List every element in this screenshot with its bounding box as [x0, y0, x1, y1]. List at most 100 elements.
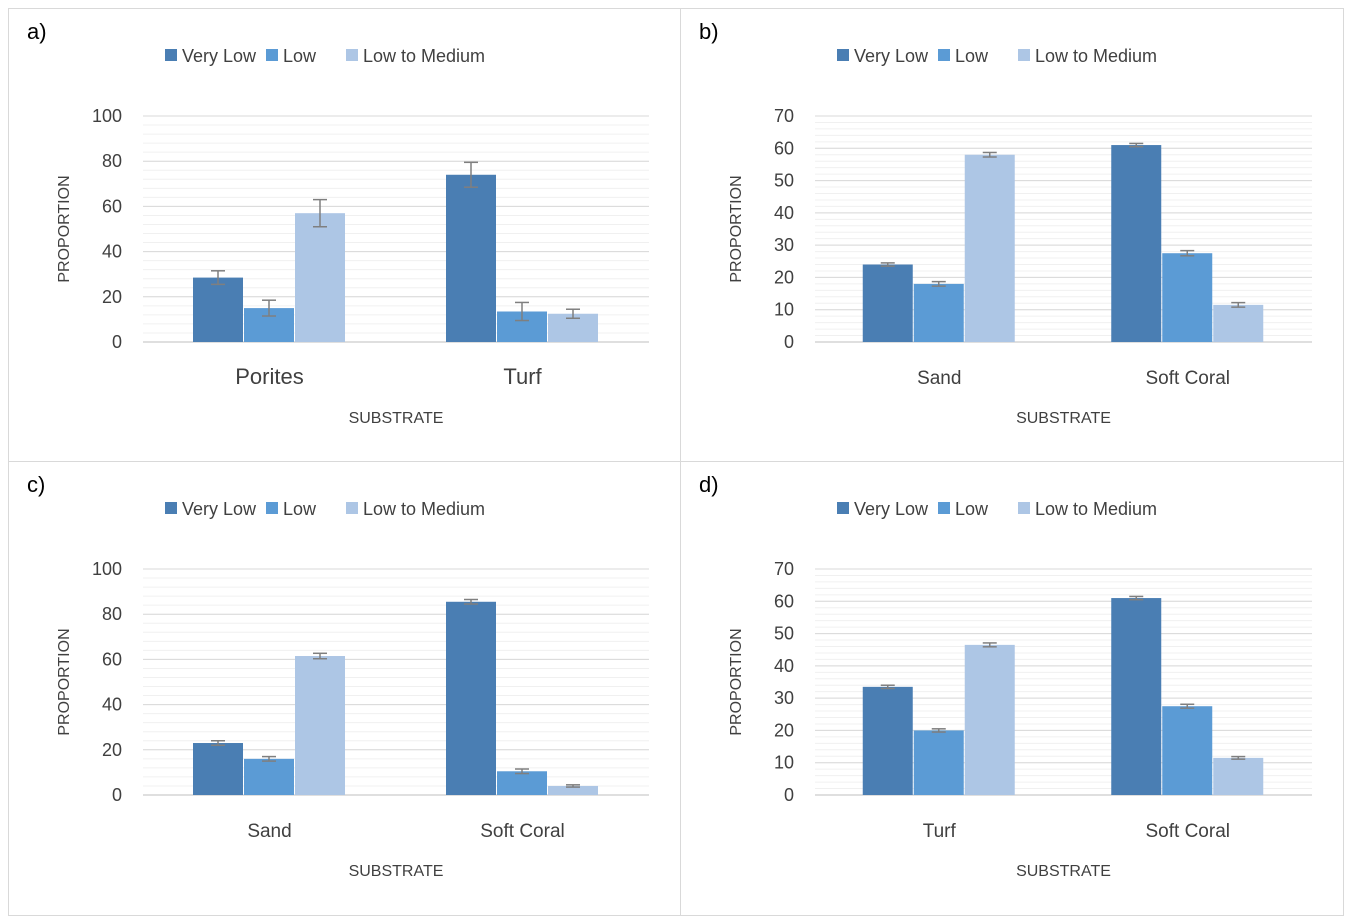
x-axis-title: SUBSTRATE — [349, 863, 444, 880]
bars — [862, 142, 1264, 342]
y-tick-label: 40 — [102, 242, 122, 262]
y-axis-title: PROPORTION — [728, 175, 745, 282]
y-axis: 0 20 40 60 80 100 — [92, 559, 122, 805]
legend-swatch — [266, 502, 278, 514]
legend-label: Low — [955, 499, 989, 519]
bar-low-soft-coral — [497, 771, 547, 795]
bars — [862, 595, 1264, 795]
y-tick-label: 60 — [774, 138, 794, 158]
legend-label: Low to Medium — [1035, 46, 1157, 66]
error-bar — [982, 642, 997, 648]
legend-swatch — [346, 502, 358, 514]
error-bar — [262, 755, 276, 762]
y-tick-label: 60 — [102, 649, 122, 669]
y-tick-label: 60 — [774, 591, 794, 611]
legend-item-very-low: Very Low — [165, 499, 257, 519]
bar-low-turf — [913, 730, 964, 795]
legend-item-low-to-medium: Low to Medium — [346, 46, 485, 66]
y-tick-label: 0 — [112, 785, 122, 805]
panel-label: c) — [27, 472, 46, 497]
y-tick-label: 0 — [784, 785, 794, 805]
panel-label: b) — [699, 19, 719, 44]
legend-swatch — [266, 49, 278, 61]
bar-low-to-medium-soft-coral — [548, 785, 598, 795]
y-tick-label: 60 — [102, 196, 122, 216]
y-tick-label: 100 — [92, 559, 122, 579]
bar-chart-a: Very Low Low Low to Medium 0 20 40 60 80 100 Pori… — [56, 46, 649, 427]
x-tick-label: Soft Coral — [1146, 821, 1230, 842]
legend-swatch — [346, 49, 358, 61]
bar-low-sand — [913, 283, 964, 342]
x-tick-label: Turf — [923, 821, 957, 842]
bar-very-low-sand — [193, 743, 243, 795]
bars — [193, 161, 598, 342]
y-tick-label: 20 — [102, 287, 122, 307]
y-tick-label: 0 — [112, 332, 122, 352]
error-bar — [566, 308, 580, 320]
chart-panel-d: d) Very Low Low Low to Medium 0 10 20 30 40 50 60… — [680, 461, 1344, 916]
bar-very-low-turf — [446, 174, 496, 342]
error-bar — [1129, 142, 1144, 148]
bar-low-to-medium-soft-coral — [1213, 304, 1264, 342]
y-axis-title: PROPORTION — [728, 628, 745, 735]
error-bar — [464, 161, 478, 188]
x-tick-label: Sand — [917, 368, 961, 389]
bar-very-low-turf — [862, 686, 913, 795]
panel-label: a) — [27, 19, 47, 44]
y-tick-label: 50 — [774, 171, 794, 191]
bar-low-to-medium-turf — [964, 644, 1015, 795]
error-bar — [211, 740, 225, 747]
legend-swatch — [165, 49, 177, 61]
y-tick-label: 30 — [774, 235, 794, 255]
bar-very-low-porites — [193, 277, 243, 342]
legend-item-very-low: Very Low — [837, 499, 929, 519]
bar-very-low-soft-coral — [446, 601, 496, 795]
y-tick-label: 10 — [774, 753, 794, 773]
bar-chart-c: Very Low Low Low to Medium 0 20 40 60 80 100 Sand… — [56, 499, 649, 880]
y-tick-label: 40 — [774, 203, 794, 223]
legend-swatch — [938, 502, 950, 514]
chart-panel-a: a) Very Low Low Low to Medium 0 20 40 60 80 100 P… — [8, 8, 681, 462]
y-tick-label: 30 — [774, 688, 794, 708]
legend-item-very-low: Very Low — [837, 46, 929, 66]
legend-label: Very Low — [854, 499, 929, 519]
bar-low-to-medium-sand — [964, 154, 1015, 342]
error-bar — [313, 198, 327, 228]
y-axis-title: PROPORTION — [56, 175, 73, 282]
bar-low-soft-coral — [1162, 253, 1213, 342]
legend-item-low: Low — [266, 46, 317, 66]
x-tick-label: Turf — [503, 364, 542, 389]
legend-swatch — [938, 49, 950, 61]
legend-label: Low to Medium — [1035, 499, 1157, 519]
legend-item-low: Low — [266, 499, 317, 519]
y-tick-label: 50 — [774, 624, 794, 644]
y-axis-title: PROPORTION — [56, 628, 73, 735]
bars — [193, 598, 598, 795]
legend-item-low-to-medium: Low to Medium — [1018, 499, 1157, 519]
bar-chart-b: Very Low Low Low to Medium 0 10 20 30 40 50 60 70 S… — [728, 46, 1312, 427]
error-bar — [880, 262, 895, 267]
legend-swatch — [837, 502, 849, 514]
error-bar — [931, 280, 946, 287]
y-tick-label: 80 — [102, 604, 122, 624]
bar-low-sand — [244, 758, 294, 795]
bar-low-to-medium-soft-coral — [1213, 757, 1264, 795]
y-axis: 0 10 20 30 40 50 60 70 — [774, 106, 794, 352]
legend-label: Low to Medium — [363, 46, 485, 66]
y-tick-label: 10 — [774, 300, 794, 320]
legend-label: Low — [283, 46, 317, 66]
legend-item-low-to-medium: Low to Medium — [346, 499, 485, 519]
bar-very-low-soft-coral — [1111, 598, 1162, 795]
bar-very-low-soft-coral — [1111, 145, 1162, 342]
legend-label: Very Low — [182, 46, 257, 66]
y-tick-label: 20 — [774, 267, 794, 287]
x-axis-title: SUBSTRATE — [349, 410, 444, 427]
legend-item-low-to-medium: Low to Medium — [1018, 46, 1157, 66]
legend: Very Low Low Low to Medium — [165, 46, 485, 66]
legend-swatch — [837, 49, 849, 61]
error-bar — [1231, 755, 1246, 760]
y-tick-label: 40 — [774, 656, 794, 676]
y-tick-label: 70 — [774, 106, 794, 126]
error-bar — [313, 652, 327, 660]
